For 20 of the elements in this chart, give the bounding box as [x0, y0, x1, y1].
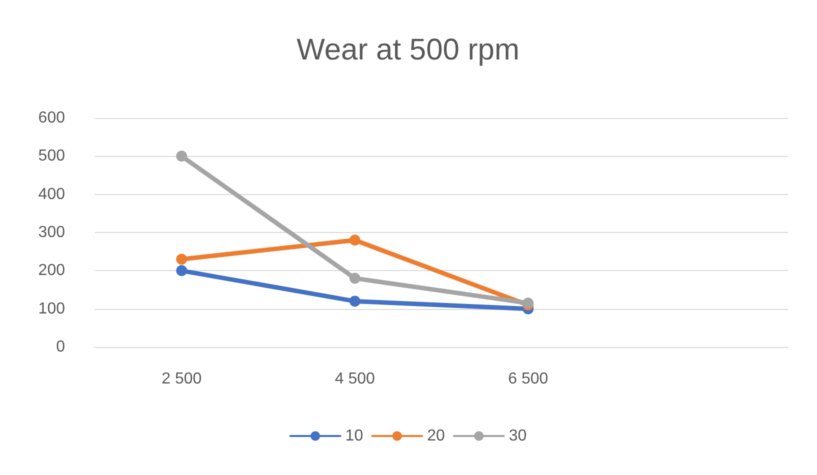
legend-label: 10 — [345, 428, 364, 444]
legend-label: 20 — [427, 428, 445, 444]
point — [176, 150, 188, 162]
point — [349, 234, 360, 246]
y-tick-label: 400 — [38, 186, 66, 203]
point — [176, 265, 188, 276]
legend-label: 30 — [508, 428, 527, 444]
y-tick-label: 600 — [38, 110, 66, 126]
point — [349, 296, 360, 307]
y-tick-label: 200 — [38, 262, 66, 280]
x-tick-label: 2 500 — [162, 370, 202, 388]
point — [349, 272, 360, 284]
y-tick-label: 0 — [56, 338, 66, 356]
y-tick-label: 100 — [38, 300, 66, 318]
chart-title: Wear at 500 rpm — [296, 34, 520, 66]
x-tick-label: 6 500 — [508, 370, 548, 388]
y-tick-label: 300 — [38, 224, 66, 241]
y-tick-label: 500 — [38, 148, 66, 165]
x-tick-label: 4 500 — [334, 370, 375, 388]
point — [176, 254, 188, 265]
